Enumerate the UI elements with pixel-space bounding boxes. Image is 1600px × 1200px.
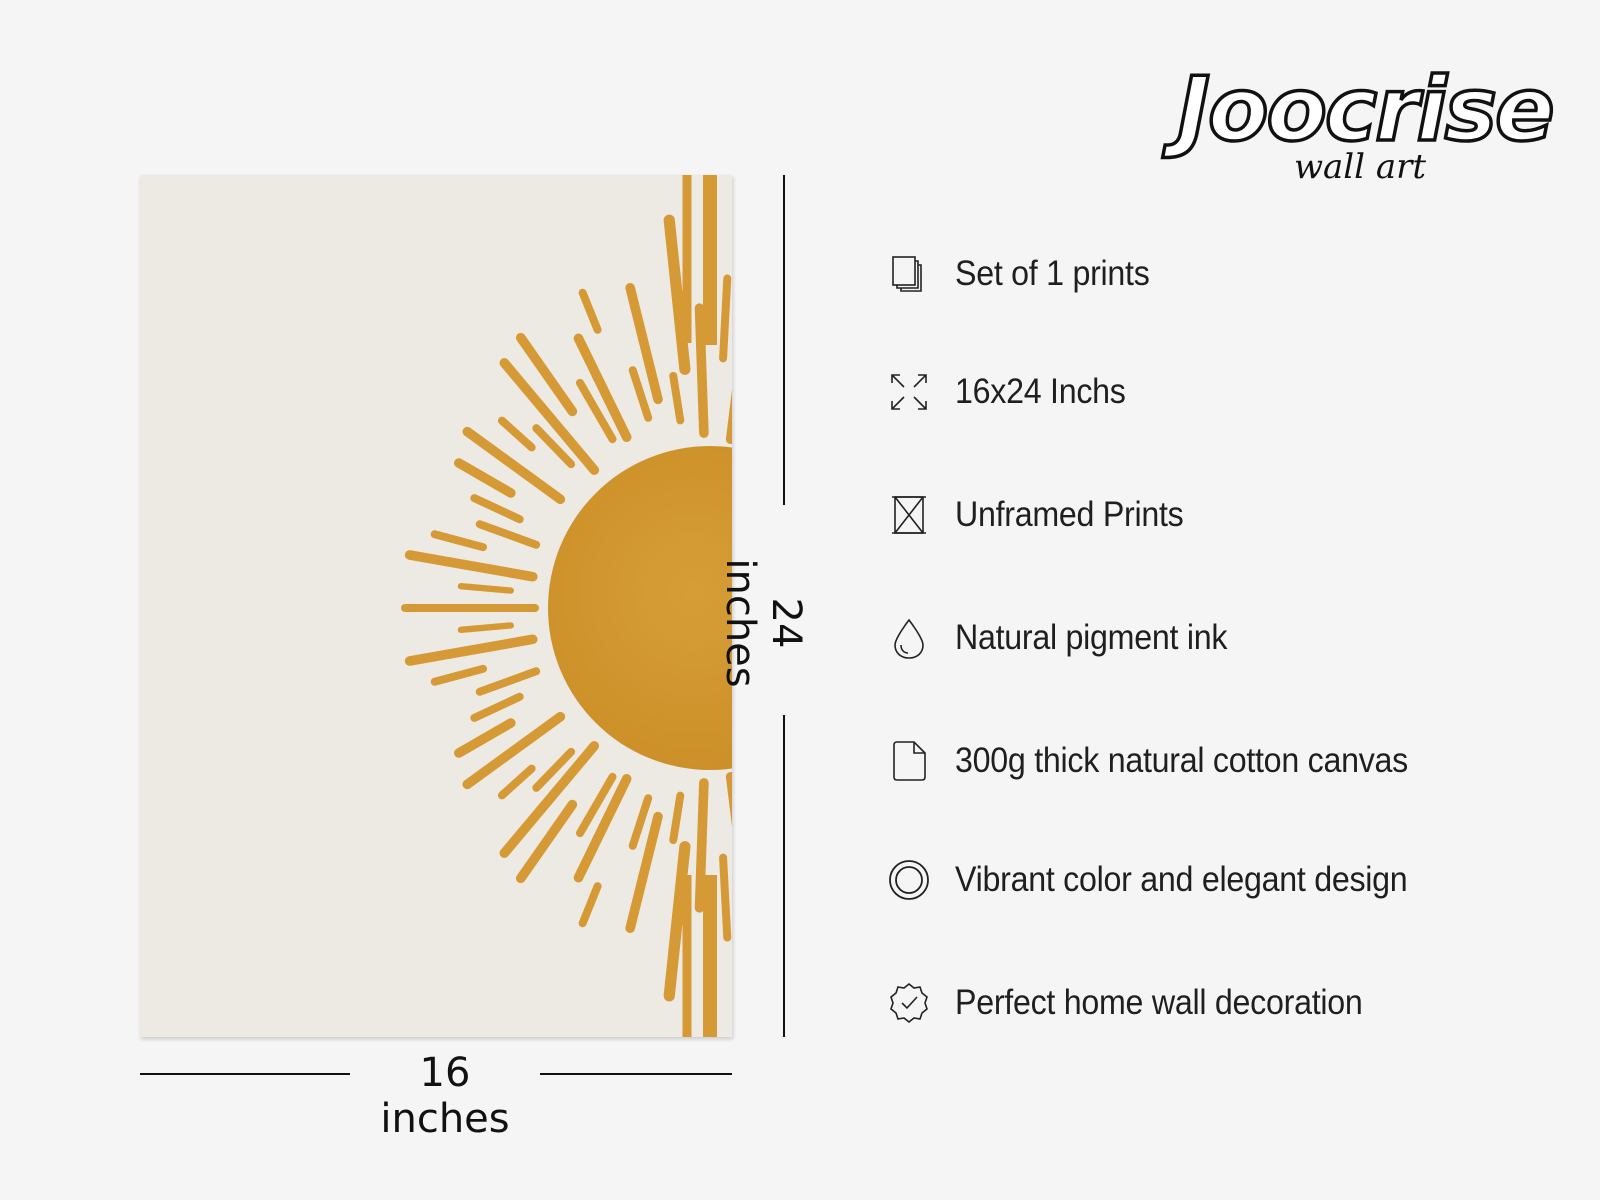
sun-ray [725, 389, 732, 445]
sun-ray [578, 288, 602, 334]
sun-ray [499, 741, 600, 858]
sun-ray [663, 841, 691, 1002]
height-dimension-line-bottom [783, 715, 785, 1037]
height-dimension-line-top [783, 175, 785, 505]
sun-ray [515, 799, 578, 884]
feature-unframed: Unframed Prints [885, 485, 1585, 545]
expand-arrows-icon [885, 368, 933, 416]
sun-ray [404, 634, 538, 666]
feature-set-count: Set of 1 prints [885, 244, 1585, 304]
sun-ray [457, 583, 514, 594]
sun-ray [625, 811, 663, 933]
feature-size: 16x24 Inchs [885, 362, 1585, 422]
sun-ray [663, 214, 691, 375]
feature-ink: Natural pigment ink [885, 608, 1585, 668]
sun-ray [669, 791, 685, 845]
brand-logo: Joocrise wall art [1160, 48, 1570, 198]
sun-ray [497, 416, 536, 452]
sun-ray [470, 494, 524, 524]
sun-artwork [401, 175, 732, 1037]
sun-ray [576, 772, 617, 838]
sun-ray [625, 283, 663, 405]
sun-ray [462, 711, 566, 790]
sun-ray [719, 853, 732, 942]
sun-ray [573, 773, 632, 883]
feature-label: 16x24 Inchs [955, 372, 1126, 411]
check-badge-icon [885, 979, 933, 1027]
feature-label: Set of 1 prints [955, 254, 1150, 293]
sun-disc [548, 446, 732, 770]
sun-ray [532, 747, 576, 792]
feature-label: Natural pigment ink [955, 618, 1228, 657]
sun-ray [454, 458, 516, 498]
sun-rays [401, 175, 732, 1037]
feature-label: 300g thick natural cotton canvas [955, 741, 1408, 780]
sun-ray [475, 667, 541, 696]
sun-ray [499, 358, 600, 475]
sun-ray [462, 426, 566, 505]
width-dimension-line-right [540, 1073, 732, 1075]
sun-ray [515, 332, 578, 417]
document-icon [885, 737, 933, 785]
sun-ray [694, 303, 709, 438]
feature-label: Unframed Prints [955, 495, 1184, 534]
sun-ray [719, 274, 732, 363]
feature-decoration: Perfect home wall decoration [885, 973, 1585, 1033]
sun-ray [497, 764, 536, 800]
sun-ray [404, 550, 538, 582]
feature-label: Perfect home wall decoration [955, 983, 1363, 1022]
brand-tagline: wall art [1294, 147, 1426, 187]
sun-ray [457, 622, 514, 633]
sun-ray [475, 520, 541, 549]
sun-ray [470, 692, 524, 722]
unframed-box-icon [885, 491, 933, 539]
sun-ray [532, 424, 576, 469]
stacked-pages-icon [885, 250, 933, 298]
brand-name: Joocrise [1162, 58, 1552, 161]
width-dimension-line-left [140, 1073, 350, 1075]
sun-ray [694, 778, 709, 913]
sun-ray [454, 718, 516, 758]
sun-ray [430, 664, 488, 686]
art-print [140, 175, 732, 1037]
sun-ray [576, 378, 617, 444]
sun-ray [628, 794, 653, 850]
feature-canvas: 300g thick natural cotton canvas [885, 731, 1585, 791]
sun-ray [628, 366, 653, 422]
sun-ray [573, 333, 632, 443]
height-dimension-label: 24 inches [717, 558, 809, 688]
sun-ray [578, 882, 602, 928]
ink-drop-icon [885, 614, 933, 662]
sun-ray [669, 371, 685, 425]
width-dimension-label: 16 inches [380, 1050, 510, 1142]
sun-ray [430, 530, 488, 552]
sun-ray [725, 771, 732, 827]
feature-design: Vibrant color and elegant design [885, 850, 1585, 910]
feature-label: Vibrant color and elegant design [955, 860, 1408, 899]
concentric-circle-icon [885, 856, 933, 904]
